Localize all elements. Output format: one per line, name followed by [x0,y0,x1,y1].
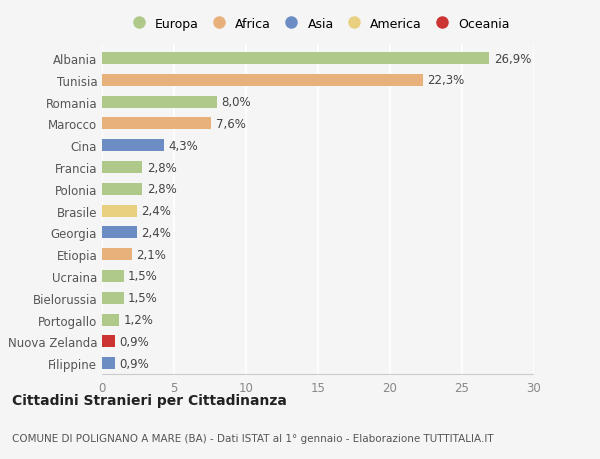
Text: 2,1%: 2,1% [137,248,166,261]
Text: 1,2%: 1,2% [124,313,154,326]
Text: 1,5%: 1,5% [128,291,158,305]
Bar [102,140,164,152]
Bar [102,96,217,108]
Bar [102,292,124,304]
Text: 0,9%: 0,9% [119,335,149,348]
Text: 2,8%: 2,8% [146,161,176,174]
Text: Cittadini Stranieri per Cittadinanza: Cittadini Stranieri per Cittadinanza [12,393,287,407]
Text: 2,8%: 2,8% [146,183,176,196]
Text: 1,5%: 1,5% [128,270,158,283]
Bar [102,270,124,282]
Bar [102,162,142,174]
Bar [102,118,211,130]
Bar [102,227,137,239]
Bar [102,205,137,217]
Text: 7,6%: 7,6% [216,118,245,131]
Text: COMUNE DI POLIGNANO A MARE (BA) - Dati ISTAT al 1° gennaio - Elaborazione TUTTIT: COMUNE DI POLIGNANO A MARE (BA) - Dati I… [12,433,494,442]
Bar [102,314,119,326]
Text: 22,3%: 22,3% [427,74,464,87]
Bar [102,358,115,369]
Bar [102,184,142,196]
Text: 0,9%: 0,9% [119,357,149,370]
Text: 2,4%: 2,4% [141,205,171,218]
Bar [102,75,423,87]
Text: 8,0%: 8,0% [221,96,251,109]
Bar [102,249,132,261]
Text: 26,9%: 26,9% [494,52,531,66]
Bar [102,336,115,347]
Text: 4,3%: 4,3% [168,140,198,152]
Legend: Europa, Africa, Asia, America, Oceania: Europa, Africa, Asia, America, Oceania [121,12,515,35]
Text: 2,4%: 2,4% [141,226,171,239]
Bar [102,53,490,65]
